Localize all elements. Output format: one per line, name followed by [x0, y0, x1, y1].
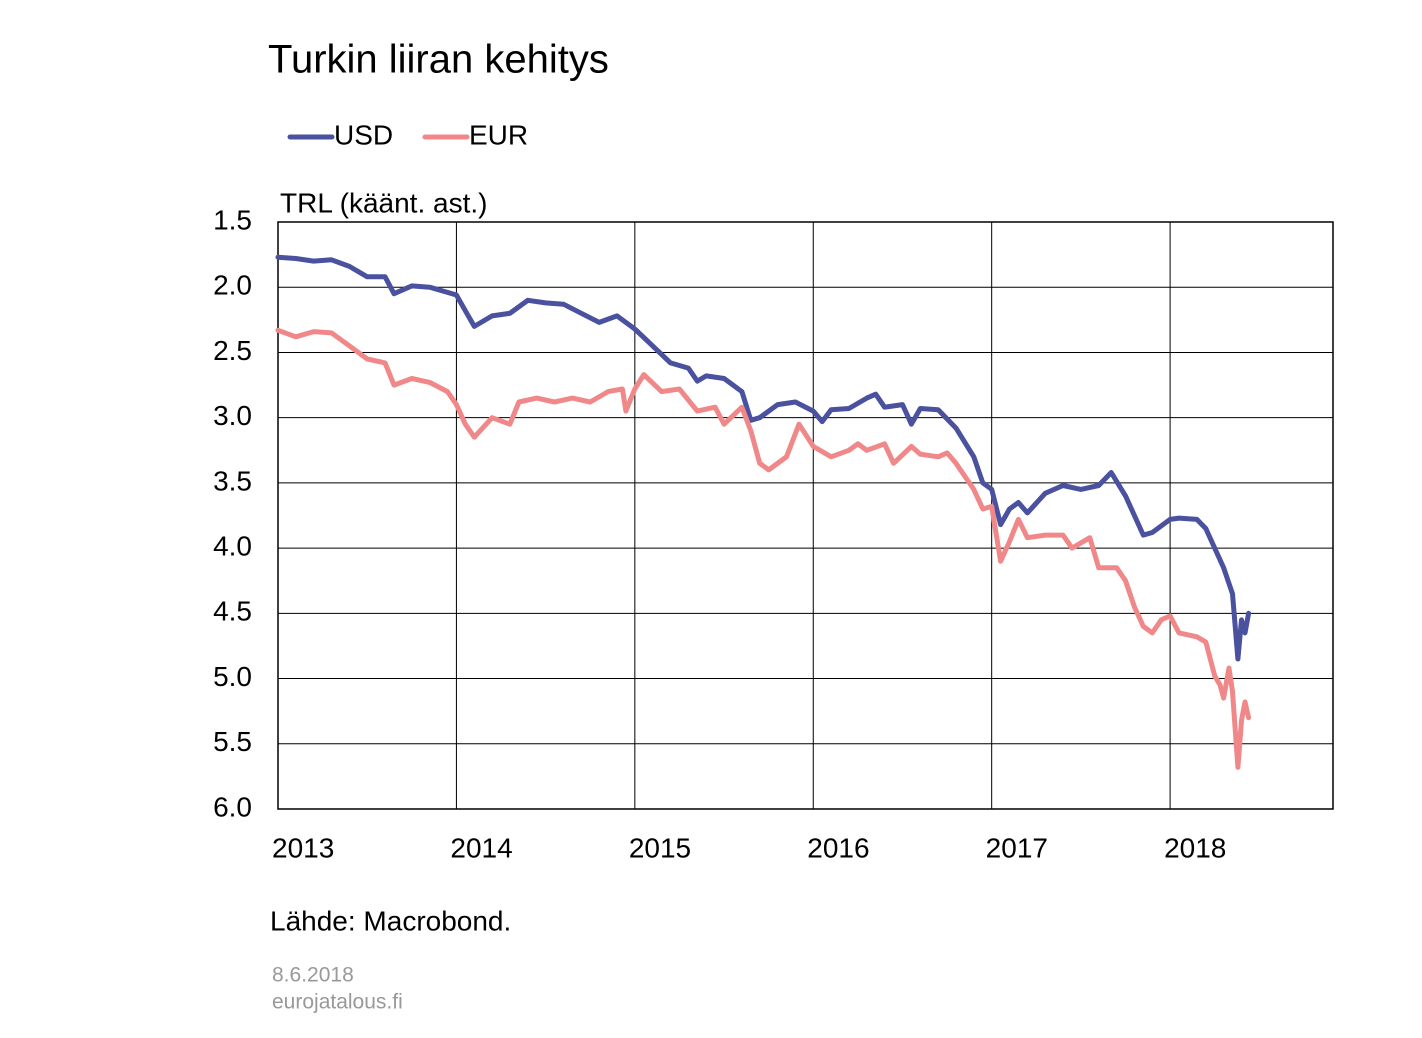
line-series [275, 254, 1252, 662]
y-tick-label: 6.0 [213, 791, 252, 822]
x-tick-label: 2018 [1164, 832, 1226, 863]
y-tick-label: 1.5 [213, 204, 252, 235]
x-tick-label: 2015 [629, 832, 691, 863]
y-tick-label: 3.5 [213, 465, 252, 496]
legend-label: USD [334, 119, 393, 150]
legend-label: EUR [469, 119, 528, 150]
y-axis-label: TRL (käänt. ast.) [280, 187, 487, 218]
x-tick-label: 2014 [450, 832, 512, 863]
y-tick-label: 2.5 [213, 335, 252, 366]
plot-frame [277, 221, 1334, 810]
x-tick-label: 2016 [807, 832, 869, 863]
y-tick-label: 3.0 [213, 400, 252, 431]
chart-title: Turkin liiran kehitys [268, 38, 609, 82]
line-series [275, 327, 1252, 770]
y-tick-label: 4.5 [213, 596, 252, 627]
source: Lähde: Macrobond. [270, 905, 511, 936]
y-tick-label: 5.5 [213, 726, 252, 757]
footer-date: 8.6.2018 [272, 964, 354, 987]
y-tick-label: 4.0 [213, 531, 252, 562]
x-tick-label: 2017 [986, 832, 1048, 863]
x-tick-label: 2013 [272, 832, 334, 863]
y-tick-label: 5.0 [213, 661, 252, 692]
footer-site: eurojatalous.fi [272, 991, 403, 1014]
y-tick-label: 2.0 [213, 270, 252, 301]
